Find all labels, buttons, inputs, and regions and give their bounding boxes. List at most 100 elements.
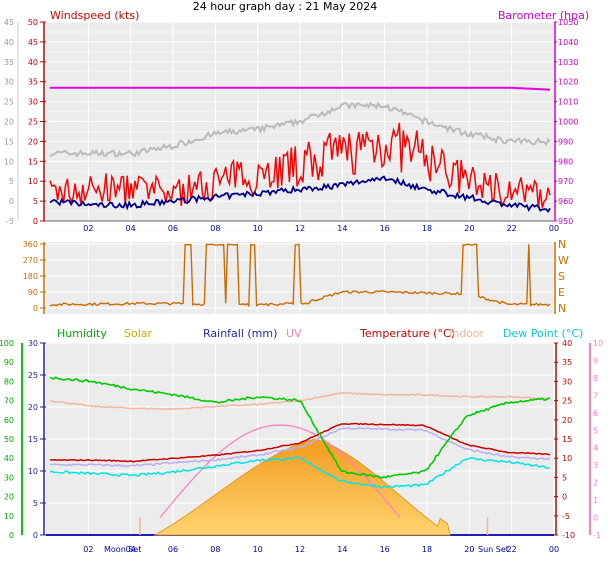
tick-label: 25 bbox=[28, 371, 38, 380]
tick-label: 90 bbox=[28, 288, 38, 297]
series-wind-direction-line bbox=[50, 243, 551, 308]
humidity-y-axis: 0 10 20 30 40 50 60 70 80 90 100 bbox=[0, 339, 23, 540]
tick-label: 30 bbox=[562, 377, 572, 386]
chart-title: 24 hour graph day : 21 May 2024 bbox=[193, 0, 378, 13]
tick-label: 40 bbox=[562, 339, 572, 348]
tick-label: 0 bbox=[33, 531, 38, 540]
tick-label: 20 bbox=[4, 493, 14, 502]
tick-label: 1030 bbox=[558, 58, 578, 67]
tick-label: 980 bbox=[558, 157, 573, 166]
legend-humidity: Humidity bbox=[57, 327, 107, 340]
tick-label: 0 bbox=[562, 493, 567, 502]
tick-label: 10 bbox=[28, 177, 38, 186]
x-tick-label: 20 bbox=[464, 224, 474, 233]
tick-label: 5 bbox=[33, 197, 38, 206]
tick-label: 25 bbox=[28, 118, 38, 127]
x-tick-label: 20 bbox=[464, 545, 474, 554]
x-tick-label: 00 bbox=[549, 224, 559, 233]
wind-y-axis: -5 0 0 5 5 10 10 15 15 20 20 25 25 30 30 35 35 40 40 45 45 50 bbox=[4, 18, 46, 226]
tick-label: -1 bbox=[593, 531, 601, 540]
x-tick-label: 18 bbox=[422, 224, 432, 233]
tick-label: -10 bbox=[562, 531, 575, 540]
tick-label: 4 bbox=[593, 444, 598, 453]
series-dewpoint-line bbox=[49, 456, 551, 489]
tick-label: 90 bbox=[4, 358, 14, 367]
legend-uv: UV bbox=[286, 327, 302, 340]
tick-label: 960 bbox=[558, 197, 573, 206]
tick-label: 5 bbox=[33, 499, 38, 508]
wind-series bbox=[49, 86, 551, 214]
legend-dew: Dew Point (°C) bbox=[503, 327, 583, 340]
temp-panel-legend: Humidity Solar Rainfall (mm) UV Temperat… bbox=[57, 327, 583, 340]
tick-label-outer: 10 bbox=[4, 157, 14, 166]
x-tick-label: 14 bbox=[337, 224, 347, 233]
baro-axis-title: Barometer (hpa) bbox=[498, 9, 589, 22]
tick-label: 9 bbox=[593, 356, 598, 365]
x-tick-label: 16 bbox=[380, 224, 390, 233]
legend-indoor: Indoor bbox=[449, 327, 485, 340]
tick-label: 10 bbox=[593, 339, 603, 348]
tick-label: 8 bbox=[593, 374, 598, 383]
tick-label: 2 bbox=[593, 479, 598, 488]
x-tick-label: 10 bbox=[253, 224, 263, 233]
uv-y-axis: -1 0 1 2 3 4 5 6 7 8 9 10 bbox=[589, 339, 603, 540]
tick-label: 6 bbox=[593, 409, 598, 418]
compass-label: E bbox=[558, 286, 565, 299]
tick-label: 10 bbox=[562, 454, 572, 463]
tick-label: 10 bbox=[4, 512, 14, 521]
tick-label-outer: 35 bbox=[4, 58, 14, 67]
legend-solar: Solar bbox=[124, 327, 153, 340]
series-indoor-line bbox=[49, 391, 551, 411]
tick-label: 15 bbox=[28, 157, 38, 166]
direction-series bbox=[50, 243, 551, 308]
tick-label: 990 bbox=[558, 137, 573, 146]
tick-label-outer: 0 bbox=[9, 197, 14, 206]
tick-label: 3 bbox=[593, 461, 598, 470]
tick-label: 30 bbox=[28, 339, 38, 348]
wind-axis-title: Windspeed (kts) bbox=[50, 9, 139, 22]
tick-label-outer: -5 bbox=[6, 217, 14, 226]
tick-label: 30 bbox=[28, 98, 38, 107]
temp-series bbox=[49, 376, 551, 536]
tick-label: 70 bbox=[4, 397, 14, 406]
tick-label: 970 bbox=[558, 177, 573, 186]
tick-label-outer: 5 bbox=[9, 177, 14, 186]
wind-x-axis: 02 04 06 08 10 12 14 16 18 20 22 00 bbox=[83, 224, 559, 233]
x-tick-label: 00 bbox=[549, 545, 559, 554]
series-gust-line bbox=[49, 101, 551, 158]
tick-label-outer: 25 bbox=[4, 98, 14, 107]
compass-label: N bbox=[558, 238, 566, 251]
tick-label: 45 bbox=[28, 38, 38, 47]
tick-label: 1000 bbox=[558, 118, 578, 127]
x-tick-label: 08 bbox=[210, 224, 220, 233]
x-tick-label: 22 bbox=[507, 545, 517, 554]
tick-label: 50 bbox=[4, 435, 14, 444]
tick-label: 25 bbox=[562, 397, 572, 406]
x-tick-label: 14 bbox=[337, 545, 347, 554]
x-tick-label: 06 bbox=[168, 545, 178, 554]
tick-label: 100 bbox=[0, 339, 14, 348]
tick-label: 5 bbox=[593, 426, 598, 435]
tick-label: 50 bbox=[28, 18, 38, 27]
tick-label: 10 bbox=[28, 467, 38, 476]
tick-label: 35 bbox=[562, 358, 572, 367]
tick-label-outer: 15 bbox=[4, 137, 14, 146]
series-uv-line bbox=[159, 424, 401, 518]
tick-label: 40 bbox=[28, 58, 38, 67]
tick-label: 7 bbox=[593, 391, 598, 400]
tick-label: 1040 bbox=[558, 38, 578, 47]
legend-rain: Rainfall (mm) bbox=[203, 327, 277, 340]
x-tick-label: 12 bbox=[295, 545, 305, 554]
tick-label: -5 bbox=[562, 512, 570, 521]
x-tick-label: 02 bbox=[83, 224, 93, 233]
series-temperature-line bbox=[49, 422, 551, 463]
tick-label: 1020 bbox=[558, 78, 578, 87]
series-solar-area bbox=[153, 438, 451, 536]
tick-label: 20 bbox=[28, 137, 38, 146]
direction-y-axis: 0 90 180 270 360 bbox=[23, 240, 46, 314]
x-tick-label: 10 bbox=[253, 545, 263, 554]
tick-label: 40 bbox=[4, 454, 14, 463]
legend-temp: Temperature (°C) bbox=[359, 327, 455, 340]
